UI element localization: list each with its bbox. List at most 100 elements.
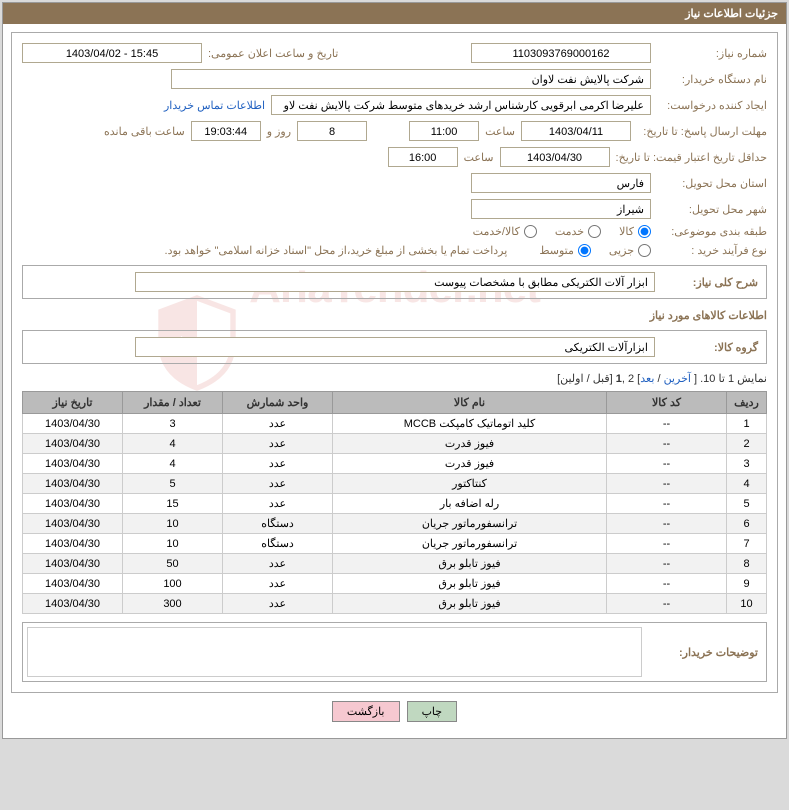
cell-date: 1403/04/30 [23,494,123,514]
cell-n: 2 [727,434,767,454]
radio-medium[interactable]: متوسط [539,244,591,257]
cell-n: 4 [727,474,767,494]
cell-date: 1403/04/30 [23,594,123,614]
row-price-valid: حداقل تاریخ اعتبار قیمت: تا تاریخ: 1403/… [22,147,767,167]
cell-date: 1403/04/30 [23,534,123,554]
row-reply-deadline: مهلت ارسال پاسخ: تا تاریخ: 1403/04/11 سا… [22,121,767,141]
cell-code: -- [607,494,727,514]
panel-title: جزئیات اطلاعات نیاز [3,3,786,24]
row-process: نوع فرآیند خرید : جزیی متوسط پرداخت تمام… [22,244,767,257]
announce-value: 15:45 - 1403/04/02 [22,43,202,63]
requester-label: ایجاد کننده درخواست: [657,99,767,112]
days-and-label: روز و [267,125,291,138]
cell-code: -- [607,454,727,474]
table-row: 7--ترانسفورماتور جریاندستگاه101403/04/30 [23,534,767,554]
desc-value: ابزار آلات الکتریکی مطابق با مشخصات پیوس… [135,272,655,292]
table-row: 4--کنتاکتورعدد51403/04/30 [23,474,767,494]
cell-name: کلید اتوماتیک کامپکت MCCB [333,414,607,434]
inner-panel: AriaTender.net شماره نیاز: 1103093769000… [11,32,778,693]
cell-n: 10 [727,594,767,614]
radio-both-input[interactable] [524,225,537,238]
th-unit: واحد شمارش [223,392,333,414]
reply-time: 11:00 [409,121,479,141]
cell-n: 6 [727,514,767,534]
city-label: شهر محل تحویل: [657,203,767,216]
category-radio-group: کالا خدمت کالا/خدمت [473,225,651,238]
table-body: 1--کلید اتوماتیک کامپکت MCCBعدد31403/04/… [23,414,767,614]
cell-qty: 100 [123,574,223,594]
buyer-org-value: شرکت پالایش نفت لاوان [171,69,651,89]
radio-small-label: جزیی [609,244,634,257]
radio-goods-label: کالا [619,225,634,238]
buyer-org-label: نام دستگاه خریدار: [657,73,767,86]
need-no-value: 1103093769000162 [471,43,651,63]
row-requester: ایجاد کننده درخواست: علیرضا اکرمی ابرقوی… [22,95,767,115]
cell-name: ترانسفورماتور جریان [333,514,607,534]
city-value: شیراز [471,199,651,219]
radio-goods[interactable]: کالا [619,225,651,238]
cell-qty: 3 [123,414,223,434]
cell-date: 1403/04/30 [23,514,123,534]
cell-date: 1403/04/30 [23,574,123,594]
cell-unit: عدد [223,414,333,434]
cell-date: 1403/04/30 [23,434,123,454]
cell-date: 1403/04/30 [23,554,123,574]
row-buyer-org: نام دستگاه خریدار: شرکت پالایش نفت لاوان [22,69,767,89]
button-row: چاپ بازگشت [11,693,778,730]
pag-sep1: / [654,373,663,385]
cell-unit: عدد [223,594,333,614]
table-row: 2--فیوز قدرتعدد41403/04/30 [23,434,767,454]
cell-name: فیوز قدرت [333,454,607,474]
cell-unit: دستگاه [223,534,333,554]
items-title: اطلاعات کالاهای مورد نیاز [22,309,767,322]
pag-next-link[interactable]: بعد [640,373,654,385]
th-date: تاریخ نیاز [23,392,123,414]
table-row: 3--فیوز قدرتعدد41403/04/30 [23,454,767,474]
table-row: 10--فیوز تابلو برقعدد3001403/04/30 [23,594,767,614]
th-row: ردیف [727,392,767,414]
group-section: گروه کالا: ابزارآلات الکتریکی [22,330,767,364]
pag-last-link[interactable]: آخرین [664,373,691,385]
pag-text3: [قبل / اولین] [557,373,616,385]
print-button[interactable]: چاپ [407,701,458,722]
cell-date: 1403/04/30 [23,414,123,434]
cell-unit: عدد [223,554,333,574]
radio-medium-input[interactable] [578,244,591,257]
radio-small[interactable]: جزیی [609,244,651,257]
price-time-label: ساعت [464,151,494,164]
cell-name: فیوز تابلو برق [333,574,607,594]
cell-code: -- [607,534,727,554]
radio-both-label: کالا/خدمت [473,225,520,238]
cell-qty: 5 [123,474,223,494]
buyer-contact-link[interactable]: اطلاعات تماس خریدار [164,99,265,112]
price-time: 16:00 [388,147,458,167]
cell-unit: عدد [223,474,333,494]
table-row: 1--کلید اتوماتیک کامپکت MCCBعدد31403/04/… [23,414,767,434]
back-button[interactable]: بازگشت [332,701,400,722]
radio-service[interactable]: خدمت [555,225,601,238]
radio-small-input[interactable] [638,244,651,257]
price-valid-label: حداقل تاریخ اعتبار قیمت: تا تاریخ: [616,151,767,164]
cell-qty: 50 [123,554,223,574]
group-label: گروه کالا: [658,341,758,354]
radio-both[interactable]: کالا/خدمت [473,225,537,238]
cell-code: -- [607,414,727,434]
province-value: فارس [471,173,651,193]
radio-goods-input[interactable] [638,225,651,238]
radio-service-input[interactable] [588,225,601,238]
cell-n: 5 [727,494,767,514]
days-count: 8 [297,121,367,141]
process-label: نوع فرآیند خرید : [657,244,767,257]
comment-section: توضیحات خریدار: [22,622,767,682]
comment-textarea[interactable] [27,627,642,677]
th-qty: تعداد / مقدار [123,392,223,414]
desc-section: شرح کلی نیاز: ابزار آلات الکتریکی مطابق … [22,265,767,299]
cell-unit: عدد [223,434,333,454]
cell-unit: عدد [223,494,333,514]
cell-n: 8 [727,554,767,574]
table-row: 8--فیوز تابلو برقعدد501403/04/30 [23,554,767,574]
pagination: نمایش 1 تا 10. [ آخرین / بعد] 2 ,1 [قبل … [22,372,767,385]
cell-code: -- [607,434,727,454]
cell-n: 3 [727,454,767,474]
cell-name: فیوز قدرت [333,434,607,454]
